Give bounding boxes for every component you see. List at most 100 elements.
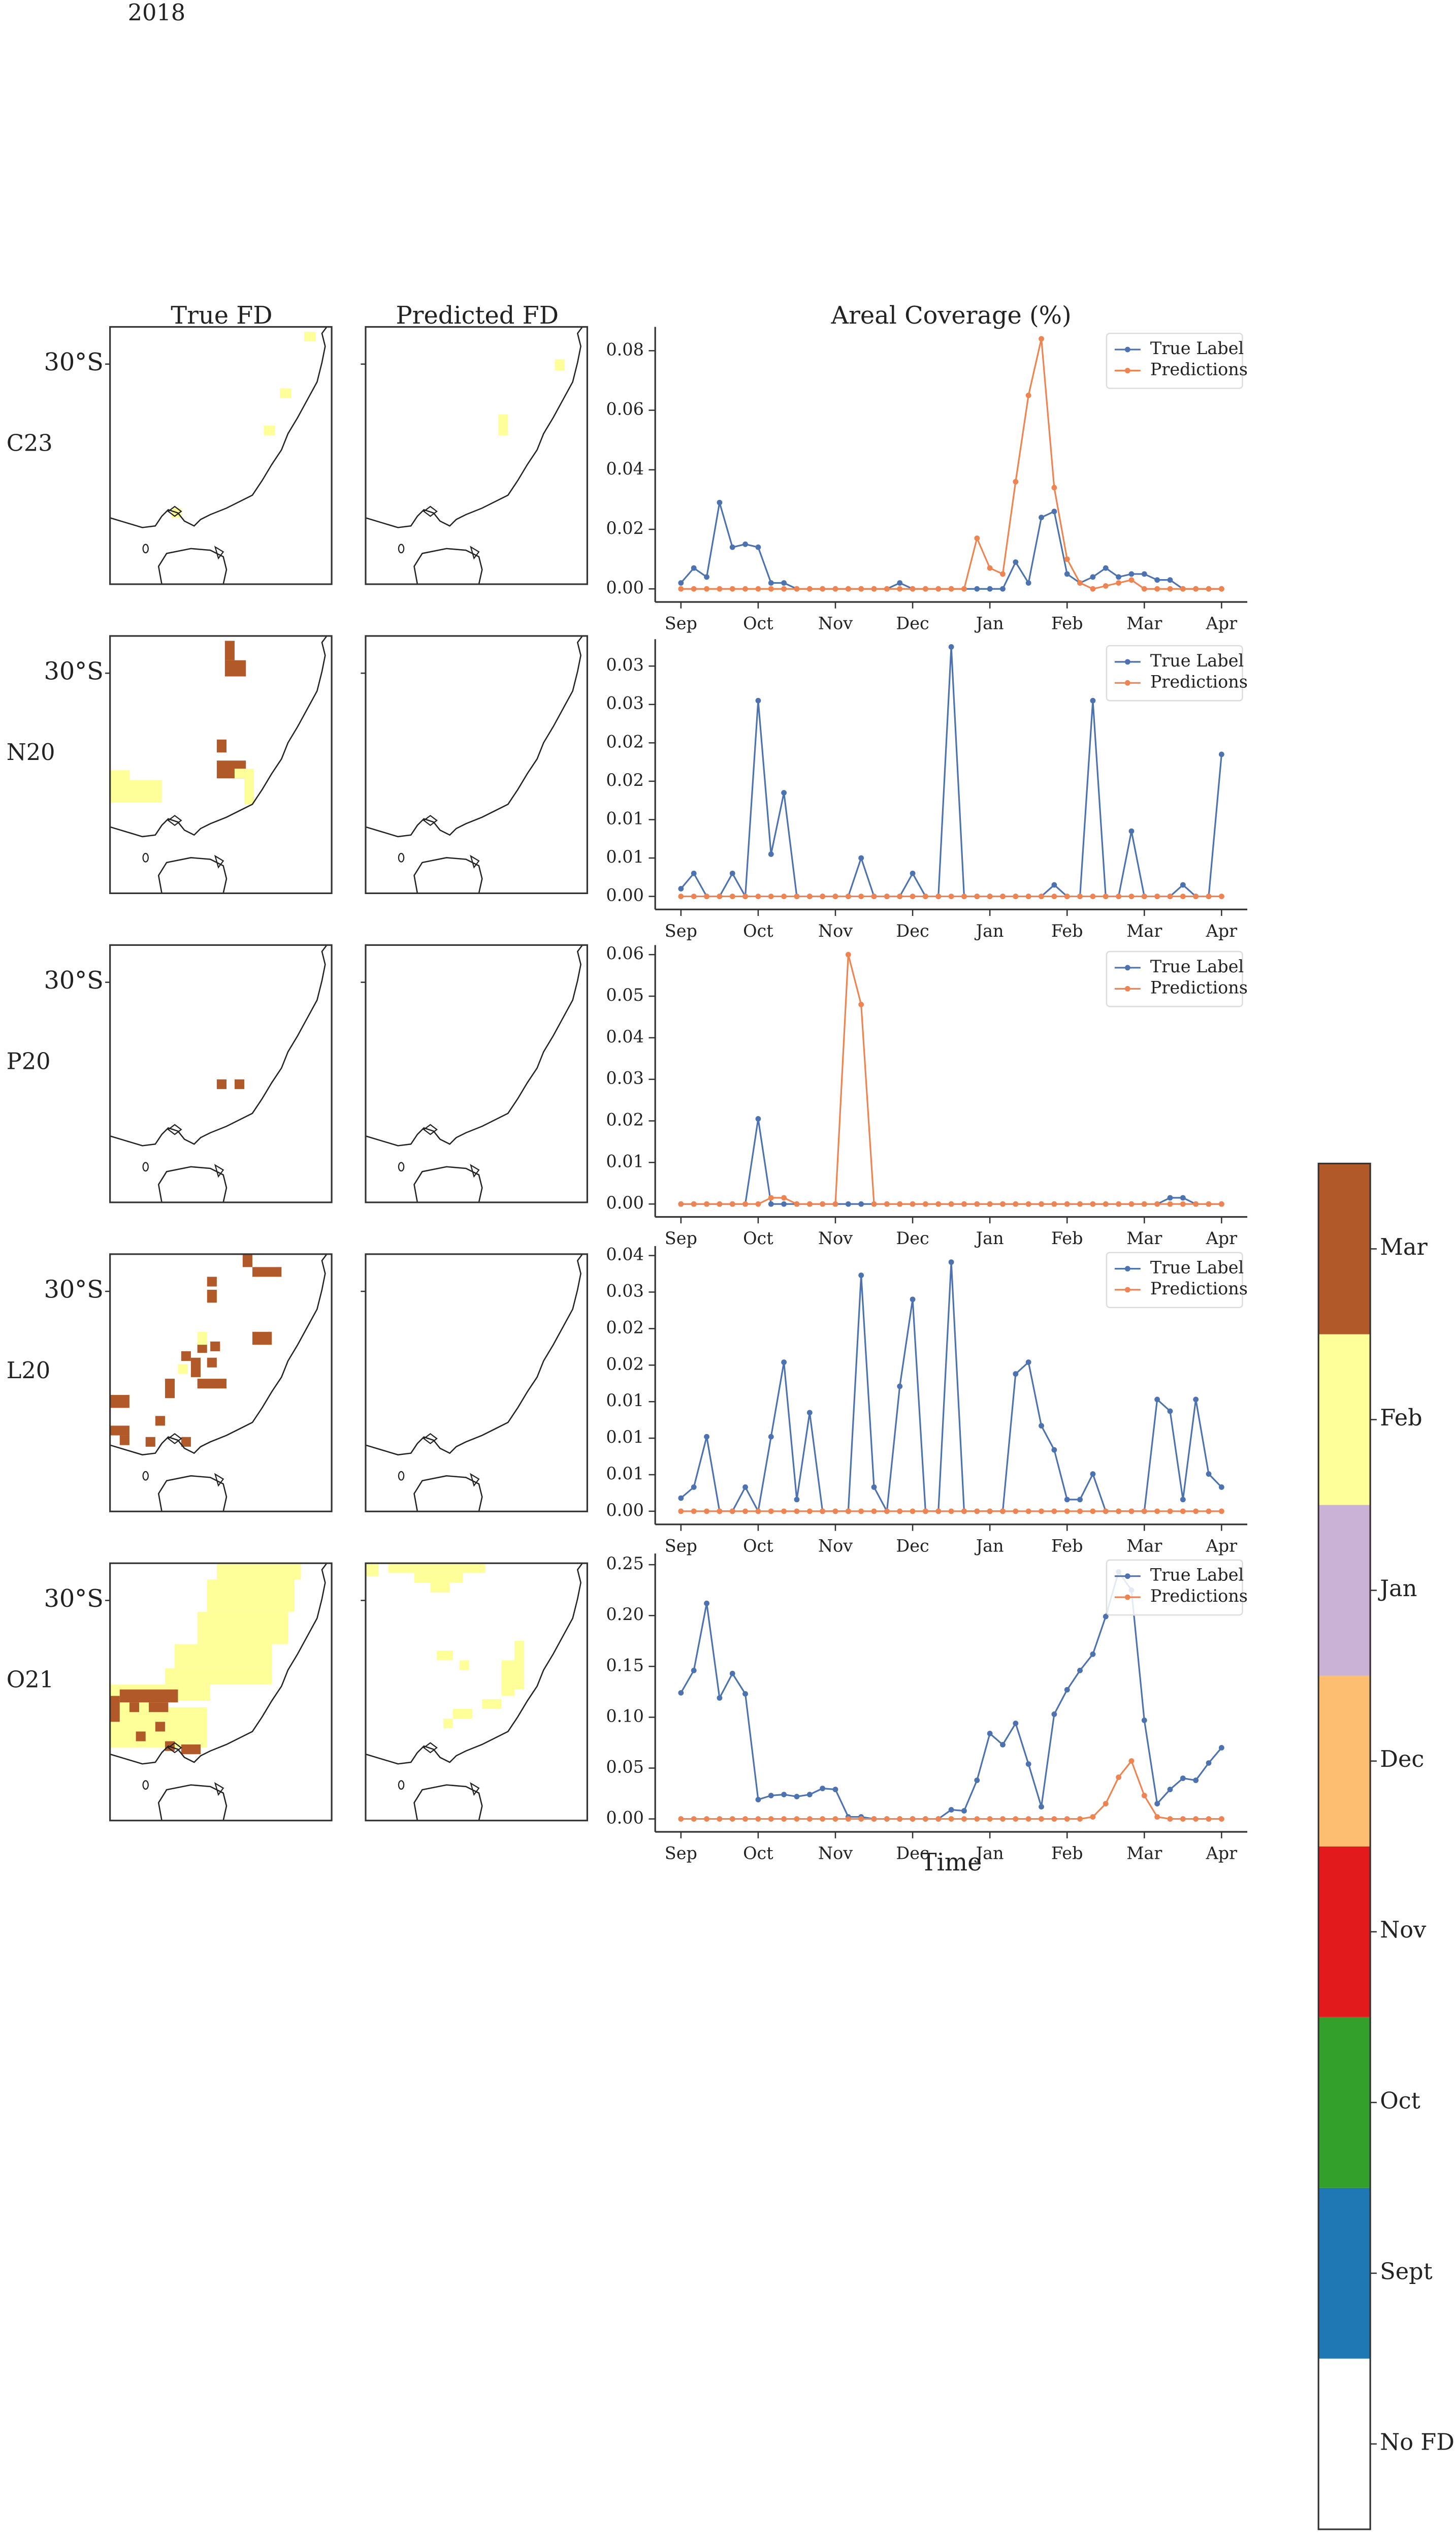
fd-pixel bbox=[430, 1582, 450, 1593]
fd-pixel bbox=[414, 1573, 463, 1583]
data-point bbox=[884, 894, 890, 899]
data-point bbox=[729, 870, 735, 876]
data-point bbox=[704, 1600, 709, 1606]
map-panel bbox=[361, 635, 588, 894]
data-point bbox=[1218, 751, 1224, 757]
column-title: Areal Coverage (%) bbox=[831, 302, 1072, 330]
legend-marker bbox=[1124, 680, 1130, 686]
data-point bbox=[1116, 1201, 1122, 1207]
fd-pixel bbox=[224, 641, 235, 660]
data-point bbox=[1193, 1396, 1199, 1403]
data-point bbox=[884, 1508, 890, 1514]
data-point bbox=[922, 1201, 928, 1207]
x-tick-label: Feb bbox=[1051, 1536, 1083, 1555]
data-point bbox=[858, 1201, 864, 1207]
fd-pixel bbox=[264, 425, 275, 435]
coastline bbox=[110, 944, 328, 1147]
data-point bbox=[935, 586, 942, 592]
data-point bbox=[832, 1816, 838, 1822]
legend-label: Predictions bbox=[1150, 1279, 1248, 1298]
data-point bbox=[820, 1816, 826, 1822]
data-point bbox=[987, 894, 993, 899]
coastline bbox=[110, 1254, 328, 1456]
data-point bbox=[755, 1797, 761, 1802]
data-point bbox=[935, 1201, 942, 1207]
data-point bbox=[1064, 894, 1070, 899]
data-point bbox=[1064, 1201, 1070, 1207]
data-point bbox=[742, 1691, 748, 1697]
data-point bbox=[806, 1508, 813, 1514]
fd-pixel bbox=[514, 1641, 525, 1690]
data-point bbox=[794, 586, 800, 592]
fd-pixel bbox=[501, 1660, 515, 1696]
y-tick-label: 0.05 bbox=[606, 1757, 643, 1776]
data-point bbox=[922, 1816, 928, 1822]
colorbar-label: Oct bbox=[1380, 2087, 1420, 2114]
data-point bbox=[897, 1816, 903, 1822]
legend-box bbox=[1106, 332, 1243, 389]
legend-label: Predictions bbox=[1150, 359, 1248, 379]
map-frame bbox=[365, 326, 588, 585]
data-point bbox=[1025, 1201, 1031, 1207]
data-point bbox=[717, 1816, 723, 1822]
colorbar-frame bbox=[1317, 1162, 1371, 2530]
island bbox=[470, 1473, 480, 1487]
x-tick-label: Sep bbox=[665, 614, 697, 633]
data-point bbox=[755, 544, 761, 550]
x-tick-label: Nov bbox=[818, 614, 853, 633]
coastline bbox=[413, 1475, 483, 1512]
fd-pixel bbox=[155, 1416, 165, 1426]
data-point bbox=[871, 1201, 877, 1207]
data-point bbox=[871, 1508, 877, 1514]
y-tick-label: 0.03 bbox=[606, 1068, 643, 1088]
map-frame bbox=[365, 635, 588, 894]
data-point bbox=[768, 851, 774, 857]
island bbox=[142, 1780, 149, 1790]
data-point bbox=[1154, 1801, 1160, 1806]
data-point bbox=[1090, 1814, 1096, 1820]
data-point bbox=[948, 1807, 954, 1813]
coastline bbox=[110, 636, 328, 838]
fd-pixel bbox=[210, 1341, 220, 1351]
x-tick-label: Dec bbox=[896, 1844, 929, 1863]
fd-pixel bbox=[224, 660, 246, 677]
legend-marker bbox=[1124, 1287, 1130, 1293]
x-axis-label: Time bbox=[921, 1849, 982, 1877]
data-point bbox=[1141, 1201, 1147, 1207]
legend-box bbox=[1106, 1559, 1243, 1616]
legend-label: True Label bbox=[1150, 651, 1244, 671]
data-point bbox=[1128, 571, 1135, 577]
fd-pixel bbox=[280, 388, 292, 398]
fd-pixel bbox=[190, 1357, 201, 1377]
legend-marker bbox=[1124, 368, 1130, 373]
fd-pixel bbox=[252, 1331, 272, 1345]
lat-label: 30°S bbox=[44, 348, 103, 376]
coastline bbox=[413, 548, 483, 585]
data-point bbox=[1025, 894, 1031, 899]
fd-pixel bbox=[136, 1731, 146, 1741]
legend-label: Predictions bbox=[1150, 1586, 1248, 1606]
y-tick-label: 0.02 bbox=[606, 1109, 643, 1129]
data-point bbox=[1180, 1816, 1186, 1822]
fd-pixel bbox=[155, 1722, 165, 1732]
data-point bbox=[820, 586, 826, 592]
island bbox=[423, 1124, 438, 1135]
data-point bbox=[1167, 1816, 1173, 1822]
data-point bbox=[781, 1201, 787, 1207]
data-point bbox=[806, 1816, 813, 1822]
lat-label: 30°S bbox=[44, 658, 103, 686]
data-point bbox=[1013, 1201, 1019, 1207]
data-point bbox=[832, 894, 838, 899]
data-point bbox=[1141, 1717, 1147, 1723]
data-point bbox=[1154, 1201, 1160, 1207]
data-point bbox=[1180, 1497, 1186, 1503]
data-point bbox=[832, 586, 838, 592]
data-point bbox=[717, 586, 723, 592]
map-frame bbox=[365, 1253, 588, 1512]
data-point bbox=[1180, 1775, 1186, 1781]
data-point bbox=[987, 586, 993, 592]
data-point bbox=[1025, 1508, 1031, 1514]
data-point bbox=[948, 1508, 954, 1514]
data-point bbox=[781, 790, 787, 796]
data-point bbox=[910, 894, 916, 899]
